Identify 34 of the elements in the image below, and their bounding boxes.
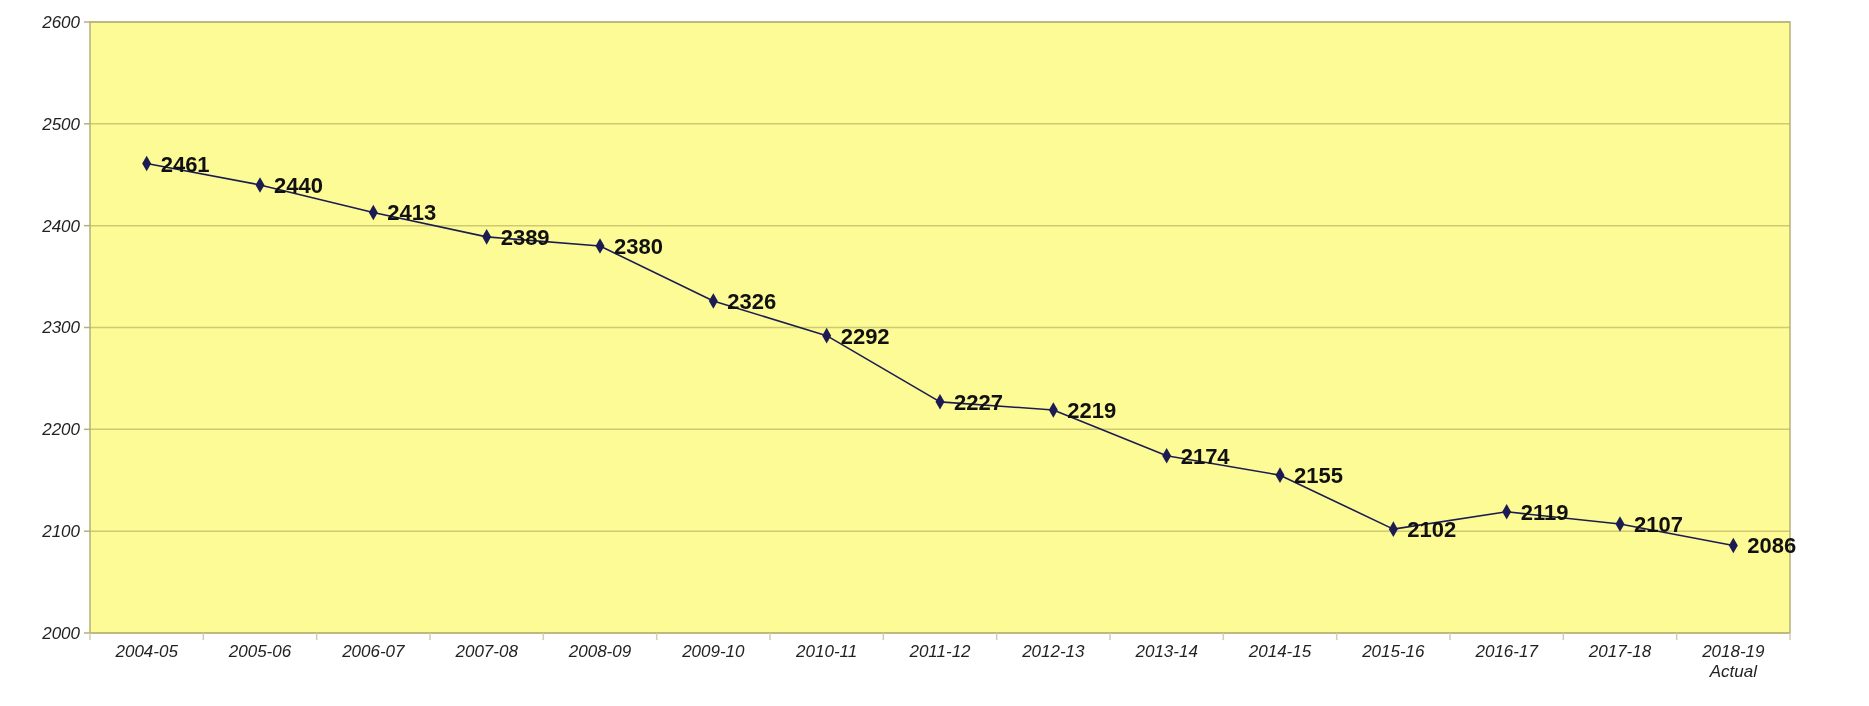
x-tick-label: 2004-05: [114, 642, 179, 661]
x-tick-label: 2016-17: [1474, 642, 1539, 661]
y-tick-label: 2300: [41, 318, 81, 338]
data-label: 2326: [727, 289, 777, 315]
data-label: 2413: [387, 200, 437, 226]
y-tick-label: 2000: [41, 623, 81, 643]
data-label: 2174: [1180, 443, 1231, 469]
data-label: 2107: [1634, 512, 1683, 538]
y-tick-label: 2100: [41, 522, 81, 542]
y-tick-label: 2500: [41, 114, 81, 134]
y-tick-label: 2600: [41, 12, 81, 32]
x-tick-label: 2005-06: [227, 642, 292, 661]
y-tick-label: 2400: [41, 216, 81, 236]
x-tick-label: 2013-14: [1134, 642, 1198, 661]
x-tick-label: 2018-19 Actual: [1701, 642, 1766, 681]
data-label: 2292: [840, 323, 890, 349]
x-tick-label: 2006-07: [341, 642, 406, 661]
data-label: 2086: [1747, 533, 1797, 559]
x-tick-label: 2017-18: [1587, 642, 1652, 661]
x-tick-label: 2015-16: [1361, 642, 1426, 661]
data-label: 2380: [614, 234, 663, 260]
x-tick-label: 2014-15: [1247, 642, 1312, 661]
data-label: 2219: [1067, 397, 1117, 423]
x-tick-label: 2010-11: [795, 642, 858, 661]
x-tick-label: 2011-12: [908, 642, 972, 661]
x-tick-label: 2012-13: [1021, 642, 1086, 661]
x-tick-label: 2007-08: [454, 642, 519, 661]
x-tick-label: 2009-10: [681, 642, 746, 661]
data-label: 2461: [160, 151, 210, 177]
x-tick-label: 2008-09: [567, 642, 632, 661]
data-label: 2102: [1407, 517, 1457, 543]
y-tick-label: 2200: [41, 420, 81, 440]
data-label: 2155: [1294, 463, 1343, 489]
data-label: 2440: [274, 172, 323, 198]
